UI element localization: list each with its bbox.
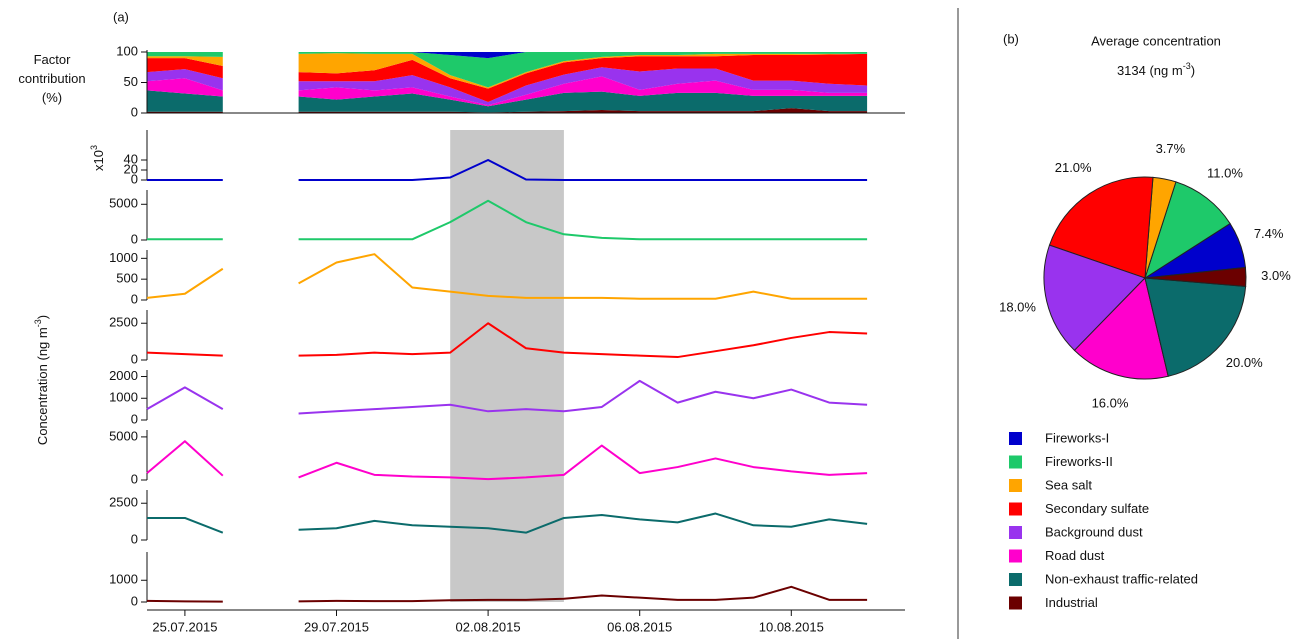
x-tick-label: 29.07.2015 [304, 619, 369, 634]
legend-swatch [1009, 526, 1022, 539]
legend-label: Road dust [1045, 548, 1105, 563]
y-tick-label: 20 [124, 161, 138, 176]
concentration-line [146, 585, 868, 603]
x-tick-label: 10.08.2015 [759, 619, 824, 634]
y-tick-label: 1000 [109, 250, 138, 265]
x-tick-label: 25.07.2015 [152, 619, 217, 634]
stacked-area [147, 52, 868, 88]
x-tick-label: 06.08.2015 [607, 619, 672, 634]
legend-label: Sea salt [1045, 477, 1092, 492]
panel-label: (b) [1003, 31, 1019, 46]
y-tick-label: 0 [131, 104, 138, 119]
legend-swatch [1009, 596, 1022, 610]
y-axis-label-part: -3 [33, 319, 43, 327]
slice-label: 16.0% [1092, 396, 1129, 411]
y-tick-label: 1000 [109, 572, 138, 587]
legend-swatch [1009, 549, 1022, 563]
chart-subtitle-part: 3134 (ng m [1117, 63, 1183, 78]
y-tick-label: 2500 [109, 315, 138, 330]
concentration-line [146, 379, 868, 415]
panel-unit-label-part: x10 [91, 150, 106, 171]
slice-label: 20.0% [1226, 355, 1263, 370]
y-tick-label: 100 [116, 43, 138, 58]
concentration-line [146, 322, 868, 359]
legend-swatch [1009, 573, 1022, 586]
pie-slice [1073, 276, 1169, 380]
slice-label: 21.0% [1055, 160, 1092, 175]
y-tick-label: 1000 [109, 390, 138, 405]
legend-label: Fireworks-II [1045, 454, 1113, 469]
y-tick-label: 0 [131, 351, 138, 366]
y-tick-label: 0 [131, 531, 138, 546]
legend-label: Non-exhaust traffic-related [1045, 571, 1198, 586]
pie-slice [1144, 266, 1247, 287]
chart-title: Average concentration [1091, 33, 1221, 48]
stacked-area [147, 67, 868, 106]
x-tick-label: 02.08.2015 [456, 619, 521, 634]
y-tick-label: 0 [131, 411, 138, 426]
concentration-line [147, 199, 868, 241]
y-tick-label: 5000 [109, 428, 138, 443]
highlight-period [450, 130, 564, 602]
slice-label: 3.0% [1261, 268, 1291, 283]
y-axis-label-part: ) [35, 315, 50, 319]
y-axis-label: Factor contribution (%) [18, 52, 86, 105]
legend-label: Fireworks-I [1045, 430, 1109, 445]
concentration-line [146, 253, 868, 300]
y-tick-label: 500 [116, 271, 138, 286]
stacked-area [147, 76, 868, 107]
stacked-area [147, 53, 868, 103]
y-axis-label-text: Factor contribution (%) [18, 52, 86, 105]
y-tick-label: 40 [124, 151, 138, 166]
stacked-area [147, 53, 868, 89]
pie-slice [1144, 277, 1247, 377]
y-tick-label: 5000 [109, 196, 138, 211]
chart-subtitle-part: -3 [1183, 61, 1191, 71]
y-tick-label: 0 [131, 231, 138, 246]
panel-unit-label: x103 [89, 145, 106, 171]
y-tick-label: 2500 [109, 495, 138, 510]
stacked-area [147, 90, 868, 113]
y-tick-label: 0 [131, 471, 138, 486]
legend-label: Secondary sulfate [1045, 501, 1149, 516]
slice-label: 18.0% [999, 300, 1036, 315]
legend-label: Industrial [1045, 595, 1098, 610]
slice-label: 3.7% [1156, 141, 1186, 156]
y-tick-label: 50 [124, 74, 138, 89]
concentration-line [146, 440, 868, 481]
y-tick-label: 0 [131, 593, 138, 608]
chart-subtitle: 3134 (ng m-3) [1117, 61, 1195, 78]
concentration-line [147, 159, 868, 181]
legend-label: Background dust [1045, 524, 1143, 539]
y-tick-label: 2000 [109, 368, 138, 383]
slice-label: 7.4% [1254, 226, 1284, 241]
y-tick-label: 0 [131, 171, 138, 186]
legend-swatch [1009, 455, 1022, 469]
legend-swatch [1009, 479, 1022, 492]
slice-label: 11.0% [1207, 166, 1243, 181]
chart-subtitle-part: ) [1191, 63, 1195, 78]
pie-slice [1048, 176, 1154, 279]
y-tick-label: 0 [131, 291, 138, 306]
y-axis-label-part: Concentration (ng m [35, 327, 50, 445]
stacked-area [147, 52, 868, 59]
pie-slice [1144, 181, 1231, 280]
panel-unit-label-part: 3 [89, 145, 99, 150]
y-axis-label: Concentration (ng m-3) [33, 315, 50, 445]
legend-swatch [1009, 502, 1022, 516]
legend-swatch [1009, 432, 1022, 445]
pie-slice [1043, 244, 1146, 352]
concentration-line [147, 512, 868, 534]
panel-label: (a) [113, 9, 129, 24]
